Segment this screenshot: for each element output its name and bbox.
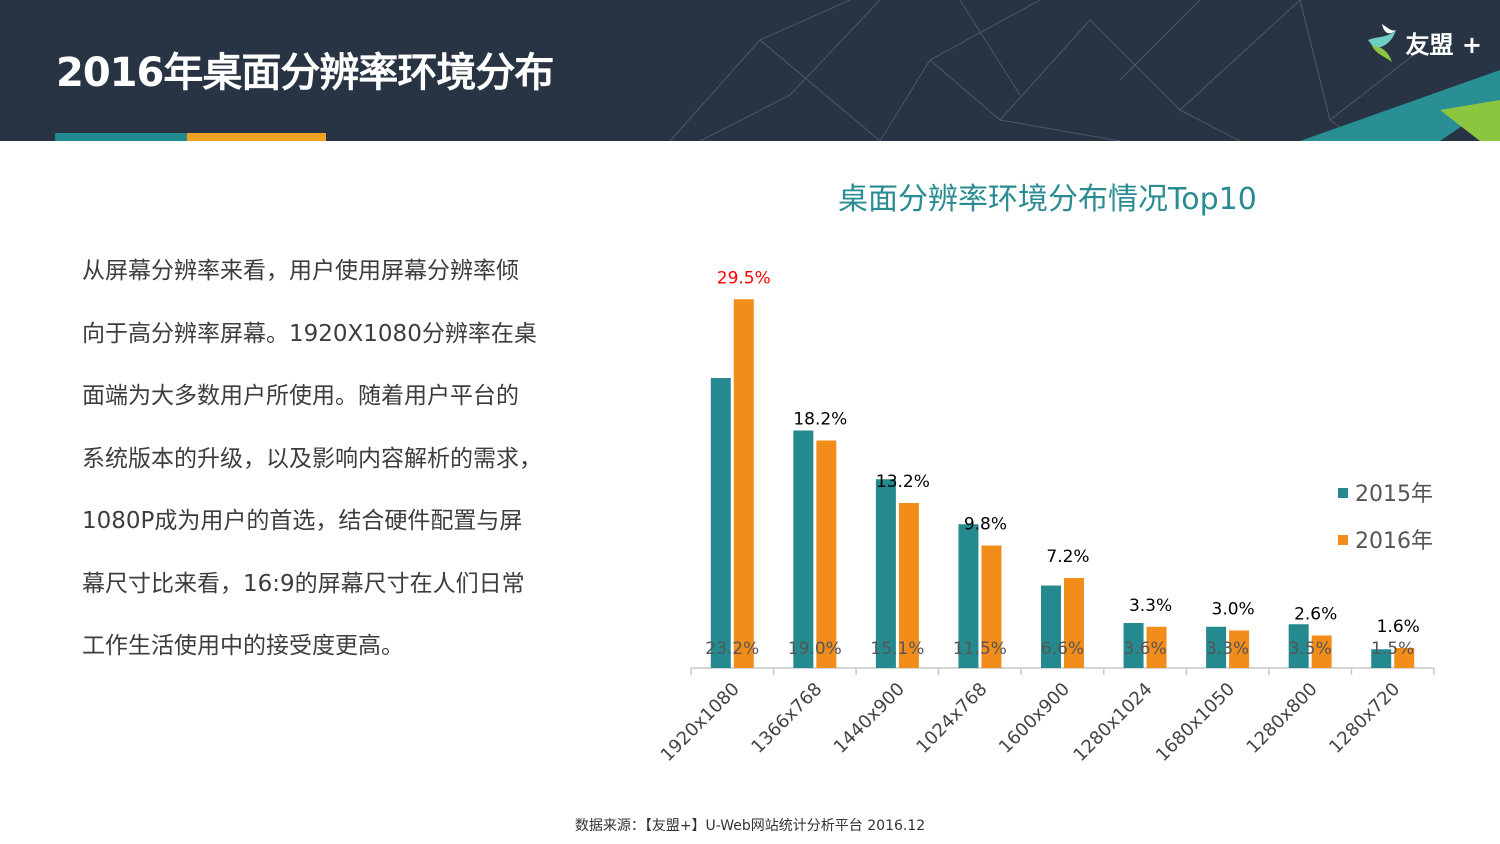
data-label-2016: 3.0% xyxy=(1212,600,1255,620)
bar-2016 xyxy=(1064,578,1084,668)
legend-swatch-2015 xyxy=(1338,488,1348,498)
bar-2016 xyxy=(733,299,754,668)
data-label-2015: 19.0% xyxy=(788,639,842,659)
bar-2016 xyxy=(1229,630,1250,668)
bar-2015 xyxy=(875,479,896,668)
description-paragraph: 从屏幕分辨率来看，用户使用屏幕分辨率倾 向于高分辨率屏幕。1920X1080分辨… xyxy=(82,240,592,678)
title-underline-teal xyxy=(55,133,187,141)
description-line: 向于高分辨率屏幕。1920X1080分辨率在桌 xyxy=(82,320,537,347)
bar-2016 xyxy=(1311,635,1332,668)
chart-title: 桌面分辨率环境分布情况Top10 xyxy=(838,182,1257,217)
bar-2015 xyxy=(793,430,814,668)
decorative-lines xyxy=(669,0,1500,141)
category-label: 1280x720 xyxy=(1325,679,1404,758)
data-label-2016: 1.6% xyxy=(1377,617,1420,637)
data-label-2015: 11.5% xyxy=(953,639,1007,659)
bar-2016 xyxy=(898,503,919,668)
bird-logo-icon xyxy=(1367,24,1396,62)
bar-2016 xyxy=(981,545,1002,668)
data-source-note: 数据来源：【友盟+】U-Web网站统计分析平台 2016.12 xyxy=(574,818,926,834)
title-underline-orange xyxy=(187,133,326,141)
brand-logo: 友盟 + xyxy=(1366,22,1482,62)
category-label: 1024x768 xyxy=(912,679,991,758)
category-label: 1366x768 xyxy=(747,679,826,758)
bar-2015 xyxy=(710,378,731,668)
bar-2016 xyxy=(1394,648,1415,668)
bar-2016 xyxy=(1146,626,1167,668)
bar-2015 xyxy=(1206,626,1227,668)
data-label-2016: 9.8% xyxy=(964,515,1007,535)
data-label-2015: 23.2% xyxy=(705,639,759,659)
category-label: 1440x900 xyxy=(830,679,909,758)
data-label-2016: 3.3% xyxy=(1129,596,1172,616)
data-label-2016: 18.2% xyxy=(793,410,847,430)
page-title: 2016年桌面分辨率环境分布 xyxy=(56,50,554,96)
data-label-2016: 7.2% xyxy=(1046,547,1089,567)
bar-2016 xyxy=(816,440,837,668)
category-label: 1280x800 xyxy=(1243,679,1322,758)
bar-2015 xyxy=(958,524,979,668)
description-line: 幕尺寸比来看，16:9的屏幕尺寸在人们日常 xyxy=(82,570,525,597)
category-label: 1680x1050 xyxy=(1152,679,1239,766)
data-label-2016: 13.2% xyxy=(876,472,930,492)
description-line: 工作生活使用中的接受度更高。 xyxy=(82,633,404,659)
data-label-2015: 1.5% xyxy=(1371,639,1414,659)
legend-label-2015: 2015年 xyxy=(1355,482,1433,507)
data-label-2016: 29.5% xyxy=(717,268,771,288)
data-label-2015: 3.5% xyxy=(1289,639,1332,659)
category-label: 1600x900 xyxy=(995,679,1074,758)
bar-2015 xyxy=(1123,623,1144,668)
category-label: 1920x1080 xyxy=(657,679,744,766)
data-label-2015: 15.1% xyxy=(870,639,924,659)
description-line: 系统版本的升级，以及影响内容解析的需求， xyxy=(82,445,542,472)
description-line: 1080P成为用户的首选，结合硬件配置与屏 xyxy=(82,508,523,534)
category-label: 1280x1024 xyxy=(1069,679,1156,766)
legend-label-2016: 2016年 xyxy=(1355,529,1433,554)
data-label-2016: 2.6% xyxy=(1294,605,1337,625)
header-banner: 2016年桌面分辨率环境分布 友盟 + xyxy=(0,0,1500,141)
bar-2015 xyxy=(1371,649,1392,668)
bar-2015 xyxy=(1288,624,1309,668)
data-label-2015: 6.6% xyxy=(1041,639,1084,659)
data-label-2015: 3.3% xyxy=(1206,639,1249,659)
data-label-2015: 3.6% xyxy=(1123,639,1166,659)
description-line: 面端为大多数用户所使用。随着用户平台的 xyxy=(82,383,519,409)
logo-text: 友盟 + xyxy=(1405,30,1482,59)
legend-swatch-2016 xyxy=(1338,535,1348,545)
description-line: 从屏幕分辨率来看，用户使用屏幕分辨率倾 xyxy=(82,258,519,284)
bar-2015 xyxy=(1041,585,1061,668)
